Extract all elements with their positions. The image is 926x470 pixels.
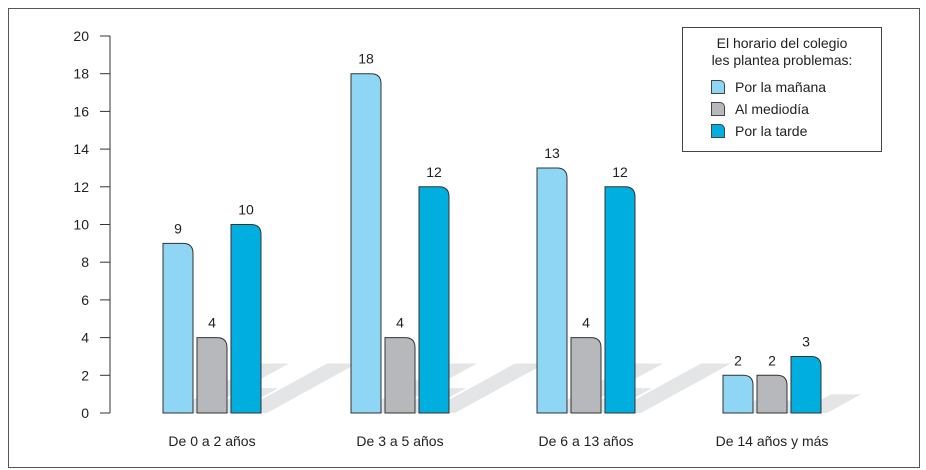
bar-tarde-1 (418, 186, 450, 414)
legend-title-line1: El horario del colegio (716, 35, 848, 51)
legend-swatch-manana (711, 80, 725, 94)
legend-swatch-tarde (711, 124, 725, 138)
bar-mediodia-2 (570, 337, 602, 414)
legend-label-tarde: Por la tarde (735, 123, 808, 139)
category-label-1: De 3 a 5 años (356, 433, 443, 449)
legend-label-manana: Por la mañana (735, 79, 827, 95)
y-tick-label-14: 14 (73, 141, 89, 157)
data-label-tarde-0: 10 (238, 202, 254, 218)
data-label-mediodia-1: 4 (396, 315, 404, 331)
bar-tarde-3 (790, 355, 822, 414)
data-label-tarde-2: 12 (612, 164, 628, 180)
y-tick-label-0: 0 (81, 405, 89, 421)
data-label-manana-1: 18 (358, 51, 374, 67)
y-tick-label-16: 16 (73, 103, 89, 119)
category-label-2: De 6 a 13 años (539, 433, 634, 449)
bar-shadow-tarde-0 (237, 363, 357, 413)
data-label-manana-2: 13 (544, 145, 560, 161)
bar-manana-2 (536, 167, 568, 414)
y-tick-label-10: 10 (73, 217, 89, 233)
bar-mediodia-1 (384, 337, 416, 414)
bar-shadow-tarde-1 (425, 363, 545, 413)
data-label-mediodia-3: 2 (768, 352, 776, 368)
bar-tarde-2 (604, 186, 636, 414)
chart-frame (8, 8, 920, 468)
bars (162, 73, 822, 414)
y-axis: 0 2 4 6 8 10 12 14 16 18 20 (73, 28, 111, 421)
bar-manana-3 (722, 374, 754, 414)
y-tick-label-2: 2 (81, 367, 89, 383)
y-tick-label-4: 4 (81, 330, 89, 346)
y-tick-label-6: 6 (81, 292, 89, 308)
legend: El horario del colegio les plantea probl… (682, 27, 882, 152)
bar-shadow-tarde-2 (611, 363, 731, 413)
bar-manana-1 (350, 73, 382, 414)
y-tick-label-12: 12 (73, 179, 89, 195)
y-tick-label-8: 8 (81, 254, 89, 270)
y-tick-label-20: 20 (73, 28, 89, 44)
legend-title-line2: les plantea problemas: (711, 52, 853, 68)
legend-item-mediodia: Al mediodía (711, 100, 809, 118)
category-label-0: De 0 a 2 años (168, 433, 255, 449)
data-label-mediodia-2: 4 (582, 315, 590, 331)
bar-tarde-0 (230, 224, 262, 414)
data-label-manana-0: 9 (174, 220, 182, 236)
data-label-manana-3: 2 (734, 352, 742, 368)
legend-swatch-mediodia (711, 102, 725, 116)
legend-item-manana: Por la mañana (711, 78, 826, 96)
legend-item-tarde: Por la tarde (711, 122, 807, 140)
bar-mediodia-3 (756, 374, 788, 414)
data-label-mediodia-0: 4 (208, 315, 216, 331)
legend-label-mediodia: Al mediodía (735, 101, 809, 117)
bar-mediodia-0 (196, 337, 228, 414)
data-label-tarde-1: 12 (426, 164, 442, 180)
bar-manana-0 (162, 242, 194, 414)
labels: 9 4 10 De 0 a 2 años 18 4 12 De 3 a 5 años 13 4 12… (168, 51, 828, 449)
category-label-3: De 14 años y más (716, 433, 829, 449)
legend-title: El horario del colegio les plantea probl… (683, 28, 881, 69)
y-tick-label-18: 18 (73, 66, 89, 82)
data-label-tarde-3: 3 (802, 333, 810, 349)
